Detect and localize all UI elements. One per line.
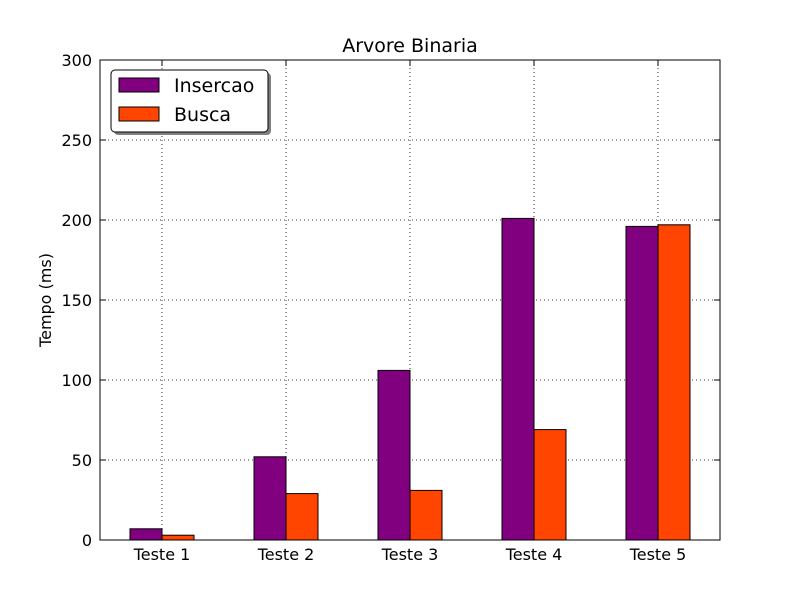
bar-insercao-4 (501, 217, 535, 541)
bar-insercao-5 (625, 225, 659, 541)
chart-title: Arvore Binaria (342, 35, 478, 57)
x-tick-label: Teste 3 (381, 545, 439, 564)
bar-busca-1 (161, 534, 195, 541)
bar-busca-5 (657, 224, 691, 541)
legend-swatch-busca (118, 106, 160, 122)
y-tick-label: 150 (61, 291, 92, 310)
bar-busca-4 (533, 429, 567, 541)
legend-label-insercao: Insercao (174, 75, 254, 97)
y-axis-label: Tempo (ms) (36, 253, 55, 348)
x-tick-label: Teste 1 (133, 545, 191, 564)
bar-busca-2 (285, 493, 319, 541)
legend: Insercao Busca (110, 69, 271, 135)
x-tick-label: Teste 4 (505, 545, 563, 564)
legend-label-busca: Busca (174, 104, 231, 126)
y-tick-label: 300 (61, 51, 92, 70)
bar-insercao-3 (377, 369, 411, 541)
y-tick-label: 50 (72, 451, 92, 470)
y-tick-label: 100 (61, 371, 92, 390)
bar-insercao-2 (253, 456, 287, 541)
y-tick-label: 250 (61, 131, 92, 150)
x-tick-label: Teste 5 (629, 545, 687, 564)
bar-busca-3 (409, 489, 443, 541)
bar-insercao-1 (129, 528, 163, 541)
y-tick-label: 200 (61, 211, 92, 230)
y-tick-label: 0 (82, 531, 92, 550)
axis-ticks: 0 50 100 150 200 250 300 Teste 1 Teste 2 Teste 3 T… (61, 51, 720, 564)
x-tick-label: Teste 2 (257, 545, 315, 564)
legend-swatch-insercao (118, 77, 160, 93)
